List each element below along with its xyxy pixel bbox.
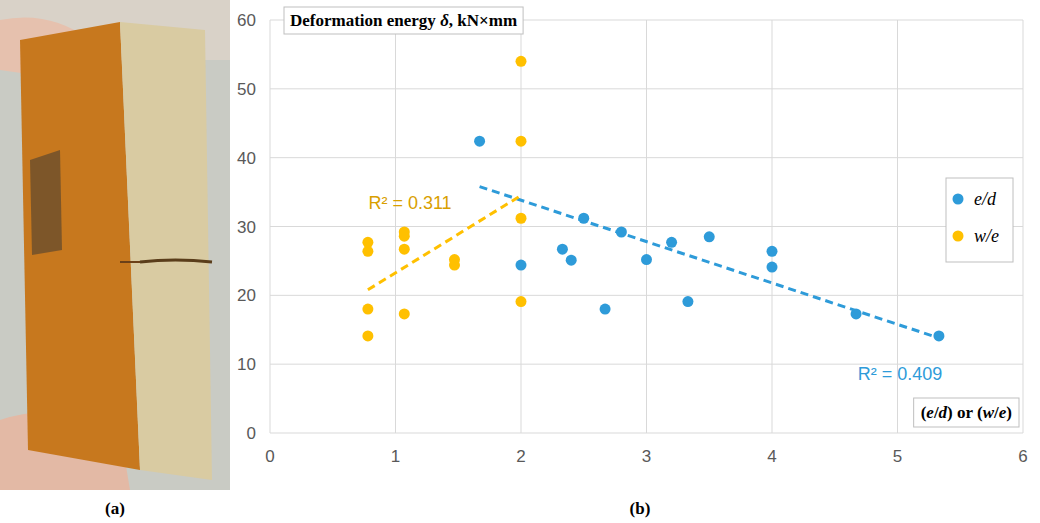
chart-title: Deformation energy δ, kN×mm — [290, 11, 517, 30]
point — [666, 237, 677, 248]
point — [557, 244, 568, 255]
point — [399, 244, 410, 255]
point — [704, 231, 715, 242]
panel-label: (a) — [105, 499, 125, 518]
title-box: Deformation energy δ, kN×mm — [284, 7, 523, 34]
x-tick-label: 1 — [391, 447, 400, 466]
point — [566, 255, 577, 266]
point — [399, 231, 410, 242]
grid-line — [395, 20, 396, 433]
point — [682, 296, 693, 307]
point — [641, 254, 652, 265]
point — [516, 213, 527, 224]
grid-line — [1023, 20, 1024, 433]
title-frame — [284, 7, 523, 34]
point — [851, 308, 862, 319]
point — [516, 296, 527, 307]
photo-hole — [30, 150, 62, 255]
legend-label: w/e — [974, 226, 999, 246]
y-tick-label: 0 — [247, 424, 256, 443]
point — [578, 213, 589, 224]
grid-line — [772, 20, 773, 433]
photo-crack — [120, 261, 140, 263]
trend-line — [480, 187, 939, 338]
legend: e/d w/e — [946, 178, 1013, 262]
point — [516, 136, 527, 147]
legend-label: e/d — [974, 189, 997, 209]
x-label-box: (e/d) or (w/e) — [914, 398, 1019, 427]
y-tick-label: 40 — [237, 149, 256, 168]
point — [933, 330, 944, 341]
y-tick-label: 30 — [237, 218, 256, 237]
photo-crack — [140, 260, 212, 262]
grid-line — [270, 20, 271, 433]
point — [767, 246, 778, 257]
x-tick-label: 2 — [516, 447, 525, 466]
photo — [0, 0, 230, 490]
photo-face — [120, 22, 212, 480]
photo-background — [0, 0, 230, 490]
x-tick-label: 6 — [1018, 447, 1027, 466]
point — [474, 136, 485, 147]
y-tick-label: 60 — [237, 11, 256, 30]
legend-marker — [953, 194, 964, 205]
grid-line — [521, 20, 522, 433]
x-axis-title: (e/d) or (w/e) — [921, 403, 1012, 422]
point — [362, 304, 373, 315]
x-tick-label: 5 — [893, 447, 902, 466]
x-tick-label: 3 — [642, 447, 651, 466]
r2-label: R² = 0.311 — [368, 193, 451, 213]
point — [399, 308, 410, 319]
point — [516, 260, 527, 271]
point — [362, 330, 373, 341]
grid-line — [646, 20, 647, 433]
x-label-frame — [914, 398, 1019, 427]
x-tick-label: 4 — [767, 447, 776, 466]
figure: (a) (b) 0 10 20 30 40 50 60 0 1 2 3 4 5 6 R² = 0.409 R² =… — [0, 0, 1040, 523]
legend-marker — [953, 231, 964, 242]
y-tick-label: 10 — [237, 355, 256, 374]
panel-label: (b) — [630, 499, 651, 518]
y-tick-label: 20 — [237, 286, 256, 305]
x-tick-label: 0 — [265, 447, 274, 466]
legend-frame — [946, 178, 1013, 262]
point — [616, 227, 627, 238]
point — [600, 304, 611, 315]
point — [516, 56, 527, 67]
y-tick-label: 50 — [237, 80, 256, 99]
point — [362, 246, 373, 257]
point — [449, 260, 460, 271]
point — [767, 262, 778, 273]
plot-area — [362, 56, 944, 342]
r2-label: R² = 0.409 — [858, 364, 943, 384]
photo-edge — [20, 22, 140, 470]
grid — [270, 20, 1023, 433]
